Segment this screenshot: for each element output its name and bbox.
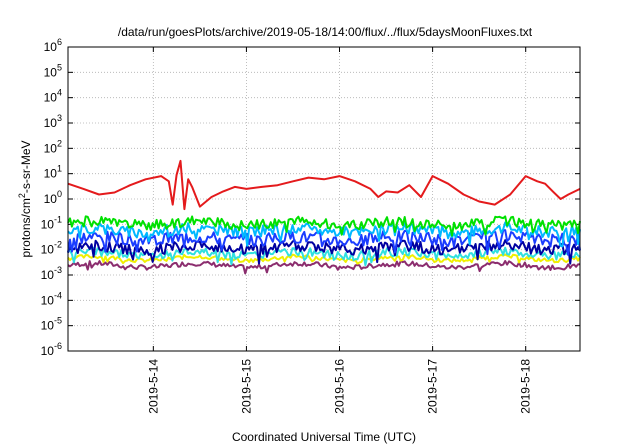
y-axis-label: protons/cm2-s-sr-MeV bbox=[17, 140, 33, 257]
y-tick-label: 101 bbox=[44, 164, 62, 181]
chart-title: /data/run/goesPlots/archive/2019-05-18/1… bbox=[118, 25, 533, 39]
series-line bbox=[67, 246, 581, 267]
y-tick-label: 103 bbox=[44, 113, 62, 130]
x-tick-label: 2019-5-15 bbox=[239, 359, 253, 414]
x-tick-label: 2019-5-17 bbox=[426, 359, 440, 414]
series-line bbox=[67, 215, 581, 237]
y-tick-label: 102 bbox=[44, 138, 62, 155]
series-line bbox=[67, 239, 581, 265]
x-tick-labels: 2019-5-14 2019-5-15 2019-5-16 2019-5-17 2019… bbox=[146, 359, 532, 414]
y-tick-label: 10-4 bbox=[41, 290, 62, 307]
series-line bbox=[67, 259, 581, 275]
y-tick-label: 10-1 bbox=[41, 214, 62, 231]
series-line bbox=[67, 159, 581, 211]
x-tick-label: 2019-5-16 bbox=[333, 359, 347, 414]
series-line bbox=[67, 221, 581, 248]
x-tick-label: 2019-5-18 bbox=[519, 359, 533, 414]
y-tick-label: 104 bbox=[44, 88, 62, 105]
data-series bbox=[67, 159, 581, 275]
y-tick-label: 10-2 bbox=[41, 240, 62, 257]
y-tick-label: 10-6 bbox=[41, 341, 62, 358]
y-tick-label: 10-5 bbox=[41, 316, 62, 333]
plot-frame bbox=[67, 46, 581, 352]
x-axis-label: Coordinated Universal Time (UTC) bbox=[232, 430, 416, 444]
y-tick-label: 100 bbox=[44, 189, 62, 206]
x-tick-label: 2019-5-14 bbox=[146, 359, 160, 414]
y-tick-label: 106 bbox=[44, 37, 62, 54]
y-tick-label: 105 bbox=[44, 62, 62, 79]
y-tick-label: 10-3 bbox=[41, 265, 62, 282]
y-tick-labels: 10-6 10-5 10-4 10-3 10-2 10-1 100 101 102 103 104 1… bbox=[41, 37, 62, 358]
